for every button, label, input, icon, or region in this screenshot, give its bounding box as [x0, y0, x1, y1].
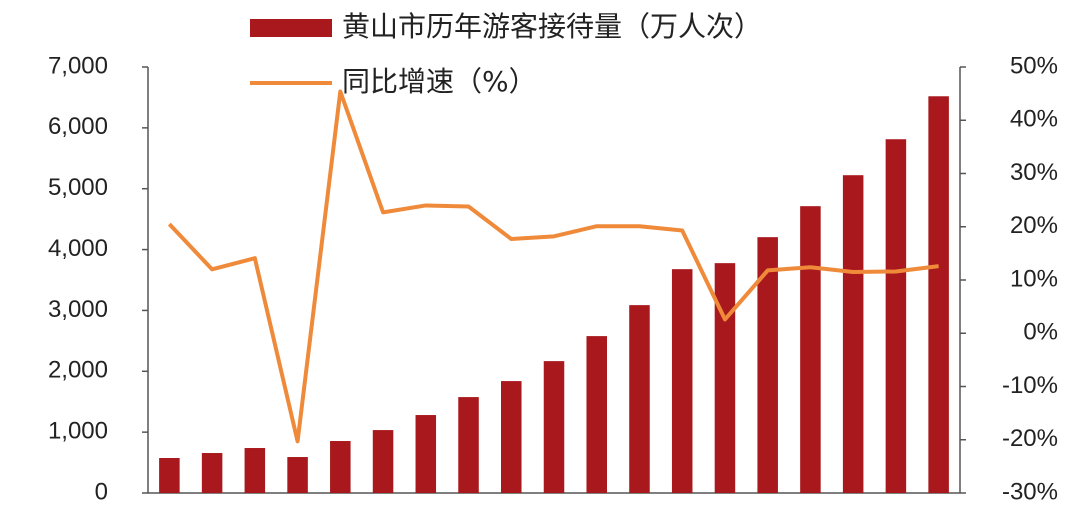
bar: [543, 361, 565, 493]
y-tick-label: 6,000: [48, 113, 108, 140]
bar: [800, 206, 821, 493]
bar: [714, 263, 736, 493]
bar: [629, 305, 650, 493]
y2-tick-label: 20%: [1010, 212, 1058, 239]
bar: [287, 457, 308, 493]
bar: [159, 458, 180, 493]
bar: [201, 453, 223, 493]
bar: [885, 139, 907, 493]
y-tick-label: 2,000: [48, 357, 108, 384]
y-tick-label: 7,000: [48, 52, 108, 79]
bar: [330, 441, 351, 493]
bar: [928, 96, 949, 494]
bar: [372, 430, 394, 493]
legend-label: 黄山市历年游客接待量（万人次）: [342, 10, 762, 43]
bar: [586, 336, 607, 493]
line: [167, 89, 939, 444]
legend-label: 同比增速（%）: [342, 65, 537, 98]
bar: [671, 269, 693, 493]
legend-swatch: [250, 19, 332, 37]
y-tick-label: 3,000: [48, 296, 108, 323]
y2-tick-label: 40%: [1010, 106, 1058, 133]
y-tick-label: 5,000: [48, 174, 108, 201]
bar: [757, 237, 778, 493]
y2-tick-label: -20%: [1002, 425, 1058, 452]
y-tick-label: 1,000: [48, 417, 108, 444]
y2-tick-label: 50%: [1010, 52, 1058, 79]
y-tick-label: 4,000: [48, 235, 108, 262]
y2-tick-label: -30%: [1002, 478, 1058, 505]
bar: [842, 175, 864, 494]
bar: [415, 415, 437, 493]
bar: [244, 448, 266, 493]
y2-tick-label: 0%: [1023, 319, 1058, 346]
bar: [501, 381, 522, 493]
y2-tick-label: 10%: [1010, 265, 1058, 292]
bar: [458, 397, 479, 493]
y-tick-label: 0: [95, 478, 108, 505]
y2-tick-label: -10%: [1002, 372, 1058, 399]
y2-tick-label: 30%: [1010, 159, 1058, 186]
